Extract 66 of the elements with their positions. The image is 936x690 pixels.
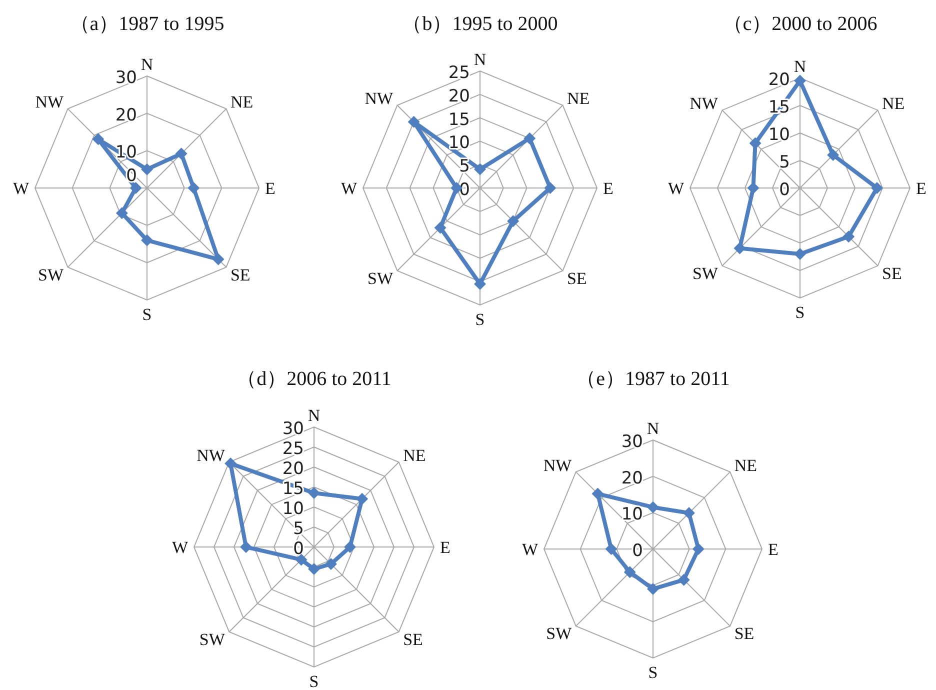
y-tick-label: 5 — [293, 519, 304, 539]
spoke-label: NE — [882, 94, 905, 114]
spoke-label: W — [522, 540, 539, 559]
y-tick-label: 0 — [779, 180, 790, 200]
spoke-label: NW — [690, 94, 719, 114]
spoke-label: N — [646, 419, 660, 438]
spoke-label: E — [603, 179, 614, 198]
spoke-label: N — [140, 55, 154, 74]
spoke-label: E — [440, 538, 450, 557]
spoke-label: SW — [546, 624, 573, 644]
y-tick-label: 20 — [115, 105, 137, 126]
spoke-label: N — [794, 57, 806, 76]
y-tick-label: 10 — [768, 125, 790, 145]
y-tick-label: 0 — [293, 539, 304, 559]
spoke-label: NW — [35, 92, 65, 112]
y-tick-label: 15 — [448, 110, 470, 130]
spoke-label: SE — [882, 264, 902, 283]
spoke-label: S — [142, 305, 152, 324]
spoke-label: W — [340, 179, 358, 198]
spoke-label: SW — [38, 265, 65, 284]
spoke-label: SW — [368, 268, 394, 288]
spoke-label: W — [668, 179, 685, 198]
y-tick-label: 5 — [459, 156, 470, 177]
y-tick-label: 20 — [768, 70, 790, 90]
chart-title: （c）2000 to 2006 — [722, 13, 878, 35]
chart-title: （d）2006 to 2011 — [236, 368, 392, 390]
spoke-label: NW — [364, 89, 394, 108]
spoke-label: S — [309, 672, 319, 690]
spoke-label: NW — [196, 446, 226, 466]
spoke-label: W — [172, 538, 189, 557]
spoke-label: NE — [566, 89, 590, 108]
spoke-label: SE — [566, 268, 587, 288]
spoke-label: NW — [543, 456, 573, 475]
spoke-label: N — [474, 50, 486, 69]
y-tick-label: 10 — [448, 133, 470, 154]
spoke-label: S — [475, 310, 485, 329]
y-tick-label: 10 — [282, 499, 304, 519]
spoke-label: SE — [403, 630, 423, 649]
spoke-label: SW — [692, 264, 719, 283]
y-tick-label: 30 — [115, 68, 137, 88]
y-tick-label: 25 — [448, 63, 470, 83]
y-tick-label: 20 — [282, 459, 304, 479]
spoke-label: S — [648, 663, 658, 682]
spoke-label: NE — [403, 446, 426, 466]
y-tick-label: 20 — [621, 468, 643, 488]
spoke-label: SW — [199, 630, 226, 649]
spoke-label: W — [12, 179, 30, 198]
spoke-label: SE — [230, 265, 250, 284]
chart-title: （b）1995 to 2000 — [402, 13, 558, 35]
chart-title: （a）1987 to 1995 — [70, 13, 224, 35]
y-tick-label: 0 — [632, 541, 643, 561]
y-tick-label: 20 — [448, 86, 470, 106]
spoke-label: NE — [734, 456, 757, 475]
spoke-label: N — [308, 406, 320, 425]
spoke-label: NE — [230, 92, 254, 112]
y-tick-label: 25 — [282, 439, 304, 459]
y-tick-label: 10 — [621, 504, 643, 525]
y-tick-label: 5 — [779, 152, 790, 172]
spoke-label: E — [916, 179, 926, 198]
y-tick-label: 30 — [621, 432, 643, 452]
spoke-label: E — [768, 540, 778, 559]
chart-title: （e）1987 to 2011 — [576, 368, 730, 390]
spoke-label: E — [265, 179, 276, 198]
spoke-label: S — [795, 303, 805, 322]
y-tick-label: 30 — [282, 419, 304, 439]
spoke-label: SE — [734, 624, 754, 644]
